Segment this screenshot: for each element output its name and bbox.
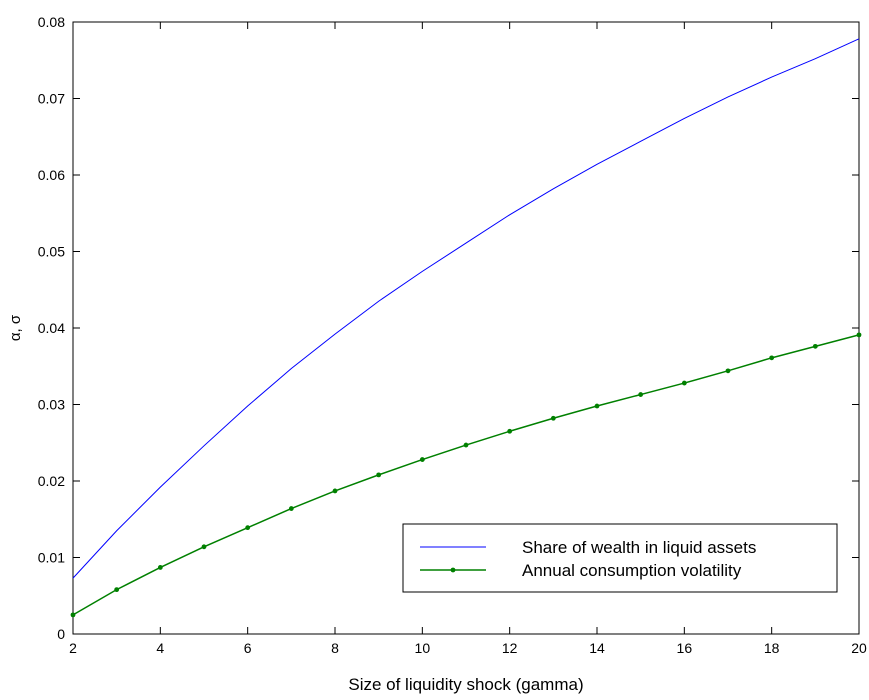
y-tick-label: 0.06: [38, 167, 65, 183]
x-tick-label: 10: [415, 640, 431, 656]
x-tick-label: 6: [244, 640, 252, 656]
data-point-annual-consumption-volatility: [245, 525, 251, 531]
y-tick-label: 0.01: [38, 550, 65, 566]
data-point-annual-consumption-volatility: [114, 587, 120, 593]
x-axis-ticks: 2 4 6 8 10 12 14 16 18 20: [69, 22, 867, 656]
data-point-annual-consumption-volatility: [70, 612, 76, 618]
legend-marker-consumption-volatility: [450, 567, 456, 573]
data-point-annual-consumption-volatility: [550, 415, 556, 421]
data-point-annual-consumption-volatility: [157, 565, 163, 570]
y-tick-label: 0.04: [38, 320, 65, 336]
data-point-annual-consumption-volatility: [507, 428, 513, 434]
x-tick-label: 20: [851, 640, 867, 656]
y-axis-label: α, σ: [7, 314, 24, 341]
legend-label-share-of-wealth: Share of wealth in liquid assets: [522, 538, 756, 557]
data-point-annual-consumption-volatility: [856, 332, 862, 338]
x-tick-label: 8: [331, 640, 339, 656]
data-point-annual-consumption-volatility: [681, 380, 687, 386]
y-tick-label: 0.05: [38, 244, 65, 260]
y-tick-label: 0.02: [38, 473, 65, 489]
y-tick-label: 0.03: [38, 397, 65, 413]
data-point-annual-consumption-volatility: [463, 442, 469, 448]
data-point-annual-consumption-volatility: [594, 403, 600, 409]
x-tick-label: 16: [677, 640, 693, 656]
data-point-annual-consumption-volatility: [332, 488, 338, 494]
y-tick-label: 0.08: [38, 14, 65, 30]
legend-label-consumption-volatility: Annual consumption volatility: [522, 561, 742, 580]
x-tick-label: 12: [502, 640, 518, 656]
x-axis-label: Size of liquidity shock (gamma): [348, 675, 583, 694]
x-tick-label: 14: [589, 640, 605, 656]
series-line-share-of-wealth-in-liquid-assets: [72, 38, 860, 579]
data-point-annual-consumption-volatility: [812, 343, 818, 349]
data-point-annual-consumption-volatility: [419, 457, 425, 462]
legend: Share of wealth in liquid assets Annual …: [402, 523, 838, 593]
data-point-annual-consumption-volatility: [288, 506, 294, 511]
x-tick-label: 2: [69, 640, 77, 656]
data-point-annual-consumption-volatility: [725, 368, 731, 374]
series-layer: [70, 38, 862, 618]
x-tick-label: 18: [764, 640, 780, 656]
data-point-annual-consumption-volatility: [769, 355, 775, 361]
x-tick-label: 4: [156, 640, 164, 656]
y-tick-label: 0.07: [38, 91, 65, 107]
y-tick-label: 0: [57, 626, 65, 642]
data-point-annual-consumption-volatility: [638, 392, 644, 397]
data-point-annual-consumption-volatility: [201, 544, 207, 550]
y-axis-ticks: 0 0.01 0.02 0.03 0.04 0.05 0.06 0.07 0.08: [38, 14, 859, 642]
legend-box: [402, 523, 838, 593]
data-point-annual-consumption-volatility: [376, 472, 382, 478]
